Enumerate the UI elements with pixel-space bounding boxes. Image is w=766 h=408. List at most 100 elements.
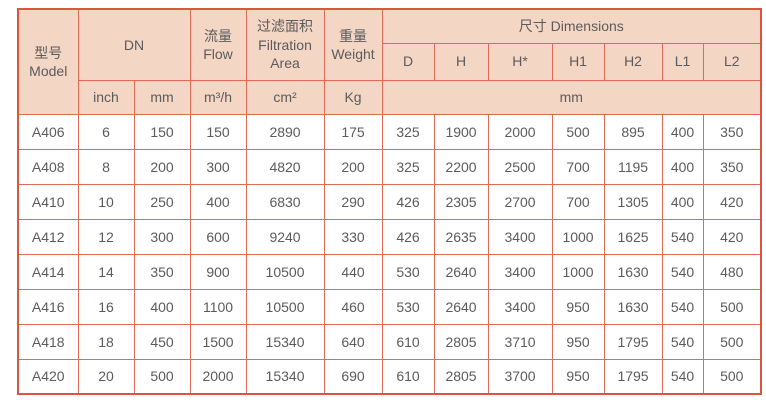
value-cell: 440 bbox=[323, 253, 383, 290]
table-row: A410 10 250 400 6830 290 426 2305 2700 700 1305 400… bbox=[17, 183, 762, 220]
value-cell: 150 bbox=[133, 113, 191, 150]
value-cell: 1500 bbox=[189, 323, 247, 360]
model-cell: A416 bbox=[17, 288, 79, 325]
value-cell: 300 bbox=[133, 218, 191, 255]
value-cell: 700 bbox=[551, 148, 605, 185]
value-cell: 640 bbox=[323, 323, 383, 360]
value-cell: 690 bbox=[323, 358, 383, 395]
value-cell: 1900 bbox=[433, 113, 489, 150]
value-cell: 2700 bbox=[487, 183, 553, 220]
unit-area: cm² bbox=[245, 79, 325, 115]
value-cell: 530 bbox=[381, 253, 435, 290]
value-cell: 530 bbox=[381, 288, 435, 325]
spec-table-container: 型号 Model DN 流量 Flow 过滤面积 Filtration Area… bbox=[17, 8, 763, 395]
value-cell: 895 bbox=[603, 113, 663, 150]
value-cell: 20 bbox=[77, 358, 135, 395]
header-weight: 重量 Weight bbox=[323, 8, 383, 81]
value-cell: 6830 bbox=[245, 183, 325, 220]
value-cell: 3710 bbox=[487, 323, 553, 360]
value-cell: 950 bbox=[551, 323, 605, 360]
header-dim-h: H bbox=[433, 42, 489, 81]
model-cell: A410 bbox=[17, 183, 79, 220]
value-cell: 1000 bbox=[551, 253, 605, 290]
unit-weight: Kg bbox=[323, 79, 383, 115]
model-cell: A412 bbox=[17, 218, 79, 255]
value-cell: 2200 bbox=[433, 148, 489, 185]
value-cell: 3700 bbox=[487, 358, 553, 395]
value-cell: 10500 bbox=[245, 253, 325, 290]
value-cell: 350 bbox=[702, 148, 762, 185]
value-cell: 460 bbox=[323, 288, 383, 325]
value-cell: 540 bbox=[661, 253, 704, 290]
header-dimensions: 尺寸 Dimensions bbox=[381, 8, 762, 44]
value-cell: 2305 bbox=[433, 183, 489, 220]
value-cell: 1100 bbox=[189, 288, 247, 325]
value-cell: 325 bbox=[381, 148, 435, 185]
model-cell: A414 bbox=[17, 253, 79, 290]
value-cell: 10 bbox=[77, 183, 135, 220]
value-cell: 950 bbox=[551, 358, 605, 395]
value-cell: 2500 bbox=[487, 148, 553, 185]
value-cell: 540 bbox=[661, 288, 704, 325]
value-cell: 250 bbox=[133, 183, 191, 220]
value-cell: 300 bbox=[189, 148, 247, 185]
value-cell: 500 bbox=[702, 358, 762, 395]
value-cell: 540 bbox=[661, 323, 704, 360]
value-cell: 420 bbox=[702, 183, 762, 220]
unit-mm: mm bbox=[133, 79, 191, 115]
value-cell: 1625 bbox=[603, 218, 663, 255]
value-cell: 420 bbox=[702, 218, 762, 255]
value-cell: 1630 bbox=[603, 253, 663, 290]
unit-inch: inch bbox=[77, 79, 135, 115]
value-cell: 2000 bbox=[487, 113, 553, 150]
value-cell: 200 bbox=[323, 148, 383, 185]
value-cell: 1795 bbox=[603, 358, 663, 395]
header-dim-h2: H2 bbox=[603, 42, 663, 81]
value-cell: 1795 bbox=[603, 323, 663, 360]
value-cell: 6 bbox=[77, 113, 135, 150]
value-cell: 480 bbox=[702, 253, 762, 290]
value-cell: 3400 bbox=[487, 218, 553, 255]
value-cell: 2805 bbox=[433, 323, 489, 360]
table-row: A420 20 500 2000 15340 690 610 2805 3700 950 1795 5… bbox=[17, 358, 762, 395]
value-cell: 1305 bbox=[603, 183, 663, 220]
header-dim-l1: L1 bbox=[661, 42, 704, 81]
value-cell: 350 bbox=[702, 113, 762, 150]
value-cell: 3400 bbox=[487, 288, 553, 325]
value-cell: 500 bbox=[133, 358, 191, 395]
value-cell: 426 bbox=[381, 218, 435, 255]
value-cell: 950 bbox=[551, 288, 605, 325]
value-cell: 400 bbox=[133, 288, 191, 325]
value-cell: 610 bbox=[381, 358, 435, 395]
value-cell: 330 bbox=[323, 218, 383, 255]
value-cell: 2640 bbox=[433, 253, 489, 290]
unit-dimensions: mm bbox=[381, 79, 762, 115]
value-cell: 150 bbox=[189, 113, 247, 150]
value-cell: 2635 bbox=[433, 218, 489, 255]
value-cell: 15340 bbox=[245, 358, 325, 395]
value-cell: 426 bbox=[381, 183, 435, 220]
value-cell: 12 bbox=[77, 218, 135, 255]
value-cell: 2890 bbox=[245, 113, 325, 150]
table-row: A406 6 150 150 2890 175 325 1900 2000 500 895 400 35… bbox=[17, 113, 762, 150]
value-cell: 610 bbox=[381, 323, 435, 360]
value-cell: 540 bbox=[661, 358, 704, 395]
table-row: A412 12 300 600 9240 330 426 2635 3400 1000 1625 54… bbox=[17, 218, 762, 255]
value-cell: 540 bbox=[661, 218, 704, 255]
spec-table: 型号 Model DN 流量 Flow 过滤面积 Filtration Area… bbox=[17, 8, 763, 395]
value-cell: 700 bbox=[551, 183, 605, 220]
value-cell: 2640 bbox=[433, 288, 489, 325]
value-cell: 175 bbox=[323, 113, 383, 150]
value-cell: 10500 bbox=[245, 288, 325, 325]
value-cell: 15340 bbox=[245, 323, 325, 360]
value-cell: 4820 bbox=[245, 148, 325, 185]
value-cell: 3400 bbox=[487, 253, 553, 290]
value-cell: 2805 bbox=[433, 358, 489, 395]
value-cell: 1630 bbox=[603, 288, 663, 325]
header-dim-d: D bbox=[381, 42, 435, 81]
header-dn: DN bbox=[77, 8, 191, 81]
model-cell: A420 bbox=[17, 358, 79, 395]
header-dim-h1: H1 bbox=[551, 42, 605, 81]
value-cell: 16 bbox=[77, 288, 135, 325]
model-cell: A406 bbox=[17, 113, 79, 150]
